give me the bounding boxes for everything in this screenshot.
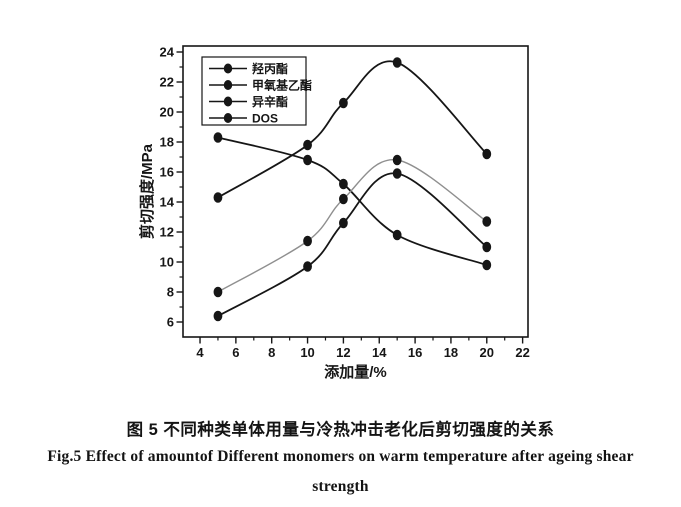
line-chart: 4 6 8 10 12 14 16 18 20 22 6 8 10 12 14 16 18 20 22 24 添加量/%… xyxy=(138,45,530,382)
x-axis-title: 添加量/% xyxy=(324,363,387,381)
series-2-marker xyxy=(213,286,223,298)
y-tick-label: 8 xyxy=(167,285,174,300)
figure-caption-en-line2: strength xyxy=(312,478,369,495)
series-line-2 xyxy=(217,159,488,293)
legend-marker-icon xyxy=(223,80,233,90)
y-tick-label: 22 xyxy=(160,75,174,90)
y-tick-label: 14 xyxy=(160,195,175,210)
series-3-marker xyxy=(392,168,402,179)
y-tick-label: 20 xyxy=(160,105,174,120)
series-2-marker xyxy=(339,193,348,205)
y-tick-label: 10 xyxy=(160,255,174,270)
legend-label: 甲氧基乙酯 xyxy=(252,78,312,93)
y-axis-title: 剪切强度/MPa xyxy=(138,143,156,239)
series-1-marker xyxy=(482,259,492,271)
plot-frame xyxy=(182,45,529,338)
series-2-marker xyxy=(392,154,402,166)
legend-marker-icon xyxy=(223,96,233,107)
series-0-marker xyxy=(482,148,492,160)
x-tick-label: 16 xyxy=(408,345,422,360)
x-tick-label: 6 xyxy=(232,345,239,360)
legend-label: 羟丙酯 xyxy=(252,61,288,76)
y-tick-label: 18 xyxy=(160,135,174,150)
series-line-3 xyxy=(217,172,488,317)
series-0-marker xyxy=(339,97,348,109)
x-tick-label: 4 xyxy=(196,345,204,360)
series-0-marker xyxy=(392,57,402,68)
series-1-marker xyxy=(303,154,312,166)
series-line-1 xyxy=(217,136,488,266)
series-1-marker xyxy=(213,132,223,143)
figure-caption-zh: 图 5 不同种类单体用量与冷热冲击老化后剪切强度的关系 xyxy=(126,421,555,439)
y-tick-label: 24 xyxy=(160,45,175,60)
series-0-marker xyxy=(303,139,312,151)
x-tick-label: 18 xyxy=(444,345,458,360)
series-3-marker xyxy=(482,241,492,253)
y-tick-label: 12 xyxy=(160,225,174,240)
x-tick-label: 10 xyxy=(300,345,314,360)
legend-marker-icon xyxy=(223,63,233,74)
y-tick-label: 16 xyxy=(160,165,174,180)
series-2-marker xyxy=(303,235,312,247)
legend-label: DOS xyxy=(252,112,278,126)
x-tick-label: 8 xyxy=(268,345,275,360)
series-1-marker xyxy=(392,229,402,241)
legend-marker-icon xyxy=(223,113,233,123)
x-tick-label: 22 xyxy=(515,345,529,360)
series-2-marker xyxy=(482,216,492,227)
series-1-marker xyxy=(339,178,348,190)
legend-box xyxy=(201,56,307,126)
series-3-marker xyxy=(213,310,223,322)
x-tick-label: 12 xyxy=(336,345,350,360)
series-3-marker xyxy=(339,217,348,229)
legend-label: 异辛酯 xyxy=(252,94,288,109)
series-0-marker xyxy=(213,192,223,203)
figure-caption-en-line1: Fig.5 Effect of amountof Different monom… xyxy=(47,448,634,465)
series-3-marker xyxy=(303,261,312,272)
y-tick-label: 6 xyxy=(167,315,174,330)
x-tick-label: 20 xyxy=(480,345,494,360)
x-tick-label: 14 xyxy=(372,345,387,360)
